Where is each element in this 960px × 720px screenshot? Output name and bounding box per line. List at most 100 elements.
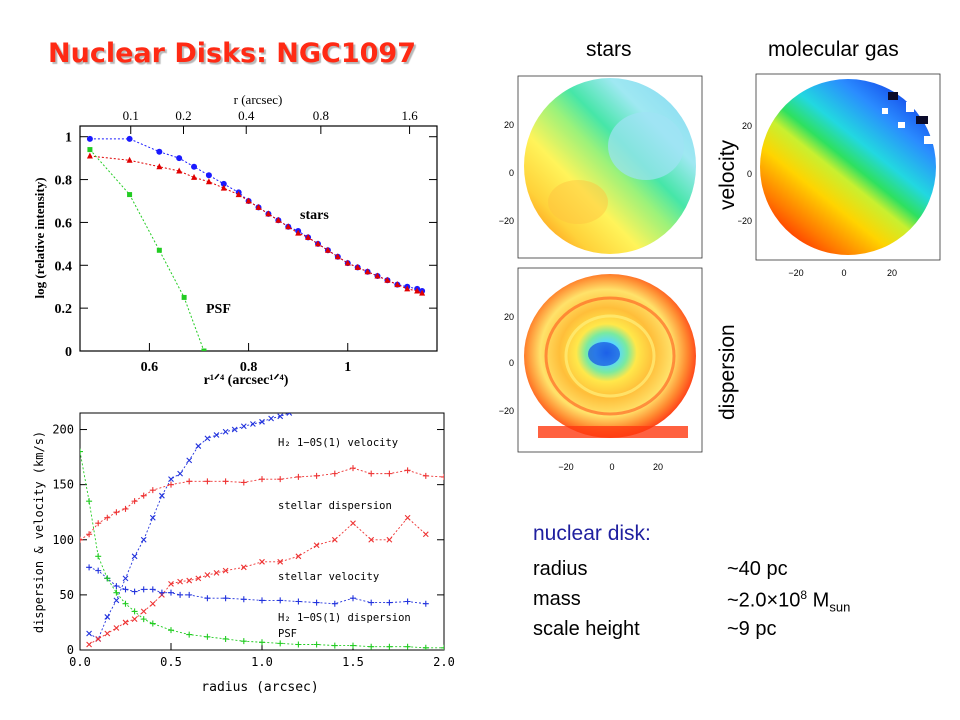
chart2-point [331, 642, 338, 649]
chart1-point [419, 289, 426, 296]
prop-mass-name: mass [533, 588, 581, 610]
chart2-point [259, 558, 265, 565]
chart2-point [286, 413, 293, 416]
chart1-point [87, 147, 93, 153]
chart2-y-tick-label: 200 [52, 423, 74, 437]
chart2-point [86, 498, 93, 505]
chart2-point [131, 616, 138, 623]
chart1-point [205, 178, 212, 185]
svg-text:20: 20 [742, 121, 752, 131]
chart2-point [295, 598, 302, 605]
chart2-point [222, 635, 229, 642]
chart2-series-line [88, 413, 291, 640]
chart2-point [80, 448, 83, 455]
chart2-point [113, 589, 120, 596]
chart1-series-line [89, 149, 205, 351]
chart2-point [131, 553, 138, 560]
chart2-point [277, 558, 284, 565]
chart2-point [222, 567, 229, 574]
chart1-y-tick-label: 1 [65, 131, 72, 146]
chart1-point [394, 281, 401, 288]
chart2-point [313, 472, 320, 479]
chart2-point [350, 520, 356, 527]
chart2-point [368, 599, 375, 606]
dispersion-velocity-chart: 0.0 0.5 1.0 1.5 2.0 0 50 100 150 200 radius (arcs… [32, 412, 455, 695]
chart1-point [156, 148, 163, 155]
chart1-point [364, 268, 371, 275]
prop-scale-height-name: scale height [533, 618, 640, 640]
chart2-point [86, 564, 93, 571]
chart2-x-tick-label: 1.0 [251, 655, 273, 669]
chart2-point [295, 473, 302, 480]
nuclear-disk-heading: nuclear disk: [533, 522, 651, 545]
chart1-point [255, 203, 262, 210]
chart1-annotation-stars: stars [300, 208, 329, 223]
chart1-point [220, 184, 227, 191]
chart2-point [140, 586, 147, 593]
svg-text:20: 20 [504, 312, 514, 322]
chart2-point [350, 465, 356, 472]
chart2-y-tick-label: 100 [52, 533, 74, 547]
chart2-point [104, 614, 111, 620]
chart1-x-tick-label: 0.8 [240, 360, 257, 375]
chart1-y-tick-label: 0.8 [55, 174, 73, 189]
chart2-point [331, 600, 338, 607]
chart1-point [86, 135, 93, 142]
prop-radius-name: radius [533, 558, 588, 580]
chart2-point [231, 426, 238, 433]
chart2-point [350, 642, 356, 649]
chart2-point [131, 608, 138, 615]
chart2-point [240, 596, 247, 603]
chart1-point [86, 152, 93, 159]
chart2-point [313, 599, 320, 606]
chart2-point [386, 643, 393, 650]
chart2-x-tick-label: 1.5 [342, 655, 364, 669]
chart1-top-axis-label: r (arcsec) [234, 92, 283, 107]
chart2-point [404, 643, 411, 650]
chart2-point [259, 418, 265, 425]
intensity-profile-chart: 0.6 0.8 1 0 0.2 0.4 0.6 0.8 1 0.1 0.2 0.4 0.8 1.6 r (… [32, 92, 438, 388]
legend-stellar-dispersion: stellar dispersion [278, 500, 392, 512]
chart1-y-tick-label: 0.4 [55, 259, 73, 274]
map-stars-velocity: 20 0 −20 [499, 75, 703, 259]
chart1-point [191, 173, 198, 180]
chart2-point [186, 457, 193, 464]
prop-mass-value: ~2.0×108 Msun [727, 588, 851, 615]
chart2-point [168, 589, 174, 596]
chart2-point [331, 470, 338, 477]
chart1-point [384, 276, 391, 283]
chart2-point [240, 564, 247, 571]
chart1-point [235, 191, 242, 198]
map-gas-velocity: 20 0 −20 −20 0 20 [738, 73, 941, 278]
chart1-point [374, 272, 381, 279]
svg-text:0: 0 [841, 268, 846, 278]
chart2-point [86, 531, 93, 538]
legend-stellar-velocity: stellar velocity [278, 571, 379, 583]
row-label-dispersion: dispersion [716, 324, 739, 420]
chart1-y-tick-label: 0 [65, 345, 72, 360]
chart2-point [295, 553, 302, 560]
chart2-point [104, 514, 111, 521]
prop-radius-value: ~40 pc [727, 558, 788, 580]
chart2-point [386, 599, 393, 606]
chart1-point [324, 246, 331, 253]
chart2-y-tick-label: 50 [60, 588, 74, 602]
chart2-point [422, 644, 429, 650]
chart1-x-axis-label: r¹ᐟ⁴ (arcsec¹ᐟ⁴) [204, 373, 289, 388]
chart2-point [158, 589, 165, 596]
chart2-point [122, 619, 129, 626]
chart2-point [240, 423, 247, 430]
chart2-point [80, 536, 83, 543]
chart2-point [186, 577, 193, 584]
chart2-point [222, 478, 229, 485]
chart1-point [295, 229, 302, 236]
chart1-point [334, 253, 341, 260]
chart2-point [113, 583, 120, 590]
svg-text:−20: −20 [499, 406, 514, 416]
svg-text:−20: −20 [558, 462, 573, 472]
chart2-point [149, 514, 156, 521]
svg-text:0: 0 [609, 462, 614, 472]
chart1-point [344, 259, 351, 266]
chart2-point [168, 580, 174, 587]
svg-text:20: 20 [504, 120, 514, 130]
